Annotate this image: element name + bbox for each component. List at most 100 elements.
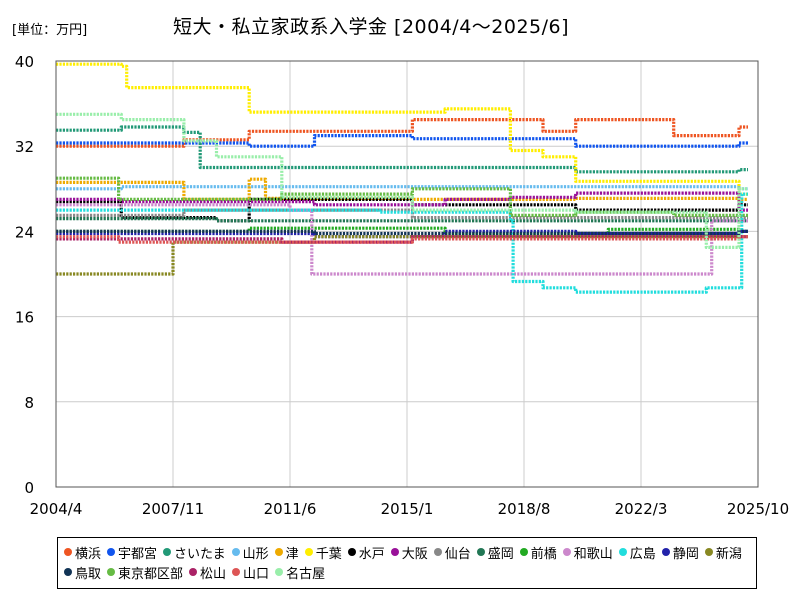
x-tick-label: 2018/8 — [498, 500, 551, 518]
series-水戸 — [56, 197, 748, 223]
legend-label: さいたま — [174, 546, 226, 562]
legend-marker — [107, 548, 116, 556]
legend-item: 水戸 — [347, 542, 385, 562]
series-line — [56, 177, 748, 201]
legend-marker — [519, 548, 528, 556]
series-line — [56, 191, 748, 212]
x-tick-label: 2022/3 — [615, 500, 668, 518]
series-line — [56, 197, 748, 223]
legend-label: 和歌山 — [573, 546, 613, 562]
legend-label: 名古屋 — [286, 566, 326, 582]
series-line — [56, 134, 748, 148]
legend-marker — [390, 548, 399, 556]
legend-item: 横浜 — [64, 542, 101, 562]
x-tick-label: 2025/10 — [727, 500, 789, 518]
series-line — [56, 62, 748, 196]
legend-item: 前橋 — [519, 542, 557, 562]
legend-marker — [275, 568, 284, 576]
legend-item: 名古屋 — [275, 562, 325, 582]
series-山口 — [56, 235, 748, 244]
legend-item: 津 — [274, 542, 299, 562]
legend-label: 宇都宮 — [118, 546, 158, 562]
legend-item: 広島 — [618, 542, 656, 562]
y-tick-label: 0 — [24, 479, 34, 497]
legend-item: 東京都区部 — [107, 562, 183, 582]
line-chart: 0 8 16 24 32 40 2004/4 2007/11 2011/6 2015/1 2018/… — [15, 53, 789, 518]
legend-label: 横浜 — [75, 546, 102, 562]
legend-label: 東京都区部 — [118, 566, 184, 582]
legend-label: 松山 — [200, 566, 227, 582]
series-東京都区部 — [56, 176, 748, 217]
axes: 0 8 16 24 32 40 2004/4 2007/11 2011/6 2015/1 2018/… — [15, 53, 789, 518]
series-宇都宮 — [56, 134, 748, 148]
legend-marker — [274, 548, 283, 556]
legend-label: 前橋 — [530, 546, 557, 562]
legend-label: 山形 — [242, 546, 269, 562]
legend-label: 大阪 — [401, 546, 428, 562]
series-line — [56, 217, 748, 223]
legend-item: 宇都宮 — [107, 542, 157, 562]
legend-item: 盛岡 — [476, 542, 514, 562]
legend-item: 仙台 — [433, 542, 471, 562]
series-大阪 — [56, 191, 748, 212]
series-鳥取 — [56, 229, 748, 236]
x-tick-label: 2007/11 — [142, 500, 204, 518]
legend-marker — [704, 548, 713, 556]
series-line — [56, 235, 748, 244]
legend-item: 大阪 — [390, 542, 428, 562]
legend-item: 静岡 — [661, 542, 699, 562]
legend-label: 広島 — [629, 546, 656, 562]
unit-label: [単位：万円] — [12, 23, 88, 38]
legend-item: 新潟 — [704, 542, 742, 562]
legend-label: 山口 — [243, 566, 270, 582]
legend-marker — [562, 548, 571, 556]
legend-marker — [64, 548, 72, 556]
y-tick-label: 40 — [15, 53, 34, 71]
legend-marker — [107, 568, 116, 576]
legend-marker — [476, 548, 485, 556]
y-tick-label: 8 — [24, 394, 34, 412]
legend-marker — [64, 568, 72, 576]
series-line — [56, 112, 748, 249]
chart-title: 短大・私立家政系入学金 [2004/4～2025/6] — [173, 16, 570, 38]
legend-marker — [661, 548, 670, 556]
series-津 — [56, 177, 748, 201]
legend-item: 松山 — [189, 562, 226, 582]
legend-label: 津 — [285, 546, 299, 562]
legend-item: 山形 — [231, 542, 269, 562]
legend-label: 新潟 — [715, 546, 742, 562]
legend-label: 水戸 — [358, 546, 385, 562]
legend-label: 盛岡 — [487, 546, 514, 562]
legend-marker — [433, 548, 442, 556]
x-tick-label: 2015/1 — [381, 500, 434, 518]
legend-label: 鳥取 — [75, 566, 102, 582]
series-line — [56, 192, 748, 294]
x-tick-label: 2004/4 — [30, 500, 83, 518]
series-名古屋 — [56, 112, 748, 249]
y-tick-label: 32 — [15, 138, 34, 156]
series-千葉 — [56, 62, 748, 196]
legend-marker — [232, 568, 241, 576]
series-さいたま — [56, 125, 748, 174]
series-line — [56, 176, 748, 217]
legend-item: さいたま — [163, 542, 226, 562]
legend-marker — [231, 548, 240, 556]
x-tick-label: 2011/6 — [264, 500, 317, 518]
legend-marker — [347, 548, 356, 556]
legend-label: 仙台 — [444, 546, 471, 562]
series-広島 — [56, 192, 748, 294]
series-line — [56, 203, 748, 276]
legend-item: 山口 — [232, 562, 269, 582]
legend-marker — [618, 548, 627, 556]
series-line — [56, 125, 748, 174]
y-tick-label: 24 — [15, 223, 34, 241]
plot-border — [55, 60, 759, 488]
series-盛岡 — [56, 217, 748, 223]
series-line — [56, 229, 748, 236]
series-和歌山 — [56, 203, 748, 276]
legend-marker — [304, 548, 313, 556]
legend: 横浜 宇都宮 さいたま 山形津千葉 水戸 大阪 仙台 盛岡 前橋 和歌山 広島 静岡 新潟 鳥取 東京都区部… — [57, 537, 757, 589]
legend-item: 鳥取 — [64, 562, 101, 582]
legend-marker — [189, 568, 198, 576]
series-lines — [56, 62, 748, 294]
